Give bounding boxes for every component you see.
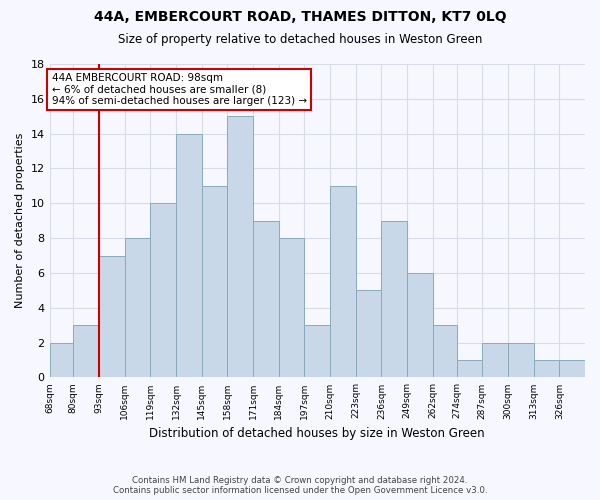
Bar [457, 360, 482, 378]
Bar [151, 204, 176, 378]
Bar [433, 325, 457, 378]
Bar [356, 290, 382, 378]
Bar [482, 342, 508, 378]
Bar [382, 220, 407, 378]
Text: 44A, EMBERCOURT ROAD, THAMES DITTON, KT7 0LQ: 44A, EMBERCOURT ROAD, THAMES DITTON, KT7… [94, 10, 506, 24]
Bar [73, 325, 99, 378]
Bar [559, 360, 585, 378]
Bar [125, 238, 151, 378]
Y-axis label: Number of detached properties: Number of detached properties [15, 133, 25, 308]
Text: Contains HM Land Registry data © Crown copyright and database right 2024.
Contai: Contains HM Land Registry data © Crown c… [113, 476, 487, 495]
Bar [50, 342, 73, 378]
Bar [253, 220, 279, 378]
Bar [279, 238, 304, 378]
Bar [407, 273, 433, 378]
Bar [202, 186, 227, 378]
Text: 44A EMBERCOURT ROAD: 98sqm
← 6% of detached houses are smaller (8)
94% of semi-d: 44A EMBERCOURT ROAD: 98sqm ← 6% of detac… [52, 72, 307, 106]
Bar [99, 256, 125, 378]
Bar [508, 342, 533, 378]
X-axis label: Distribution of detached houses by size in Weston Green: Distribution of detached houses by size … [149, 427, 485, 440]
Bar [227, 116, 253, 378]
Bar [330, 186, 356, 378]
Bar [304, 325, 330, 378]
Bar [533, 360, 559, 378]
Text: Size of property relative to detached houses in Weston Green: Size of property relative to detached ho… [118, 32, 482, 46]
Bar [176, 134, 202, 378]
